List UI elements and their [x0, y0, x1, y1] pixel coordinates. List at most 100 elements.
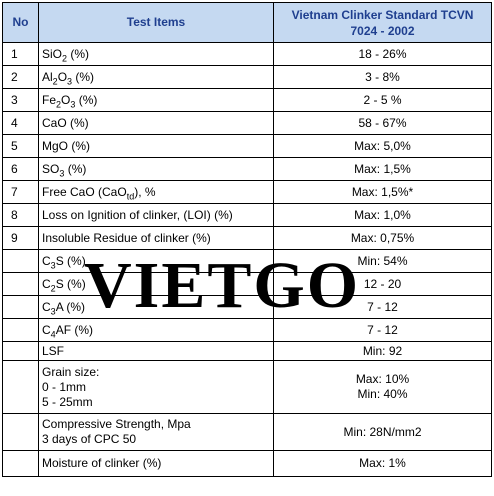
row-number — [2, 295, 39, 319]
formula-subscript: 3 — [70, 98, 76, 109]
row-item: MgO (%) — [38, 134, 274, 158]
row-number: 6 — [2, 157, 39, 181]
formula-subscript: 4 — [50, 328, 56, 339]
row-value: Min: 28N/mm2 — [273, 413, 492, 451]
row-value-text: Min: 92 — [362, 343, 403, 358]
formula-subscript: 2 — [50, 282, 56, 293]
table-row: 8 Loss on Ignition of clinker, (LOI) (%) M… — [2, 203, 492, 227]
row-item: Loss on Ignition of clinker, (LOI) (%) — [38, 203, 274, 227]
row-value: 58 - 67% — [273, 111, 492, 135]
row-item-text: Insoluble Residue of clinker (%) — [42, 230, 211, 245]
row-item-text: (%) — [64, 161, 87, 176]
row-item: SiO2 (%) — [38, 42, 274, 66]
row-value: Max: 1,5%* — [273, 180, 492, 204]
row-value-text: Max: 1,0% — [354, 207, 411, 222]
row-item: Moisture of clinker (%) — [38, 450, 274, 477]
row-value-text: 2 - 5 % — [363, 92, 402, 107]
row-number-text: 4 — [11, 115, 18, 130]
compressive-line2: 3 days of CPC 50 — [42, 432, 137, 446]
row-value-text: Max: 5,0% — [354, 138, 411, 153]
grain-label: Grain size: — [42, 364, 100, 379]
row-number-text: 8 — [11, 207, 18, 222]
grain-range-2: 5 - 25mm — [42, 394, 93, 409]
row-value-text: 18 - 26% — [358, 46, 407, 61]
row-item-text: SiO — [42, 46, 63, 61]
row-value: 3 - 8% — [273, 65, 492, 89]
row-number — [2, 413, 39, 451]
formula-subscript: 3 — [50, 259, 56, 270]
table-row: C2S (%) 12 - 20 — [2, 272, 492, 296]
row-value: Max: 5,0% — [273, 134, 492, 158]
row-number-text: 6 — [11, 161, 18, 176]
table-row: 4 CaO (%) 58 - 67% — [2, 111, 492, 135]
row-number — [2, 249, 39, 273]
table-row: 3 Fe2O3 (%) 2 - 5 % — [2, 88, 492, 112]
row-value: Max: 1% — [273, 450, 492, 477]
row-value: Min: 54% — [273, 249, 492, 273]
formula-subscript: 3 — [67, 75, 73, 86]
row-item: Fe2O3 (%) — [38, 88, 274, 112]
row-item-text: MgO (%) — [42, 138, 90, 153]
formula-subscript: 3 — [59, 167, 65, 178]
row-item-text: C — [42, 299, 51, 314]
row-value: Max: 1,0% — [273, 203, 492, 227]
table-row: 5 MgO (%) Max: 5,0% — [2, 134, 492, 158]
row-item: C3A (%) — [38, 295, 274, 319]
row-number: 9 — [2, 226, 39, 250]
row-item-text: A (%) — [55, 299, 86, 314]
row-value: 7 - 12 — [273, 295, 492, 319]
table-row-grain-size: Grain size: 0 - 1mm 5 - 25mm Max: 10% Mi… — [2, 360, 492, 414]
clinker-spec-table: No Test Items Vietnam Clinker Standard T… — [2, 2, 492, 477]
row-item-text: C — [42, 322, 51, 337]
row-item: Free CaO (CaOtd), % — [38, 180, 274, 204]
row-item-text: C — [42, 253, 51, 268]
row-value: 2 - 5 % — [273, 88, 492, 112]
row-value-text: 7 - 12 — [367, 299, 398, 314]
header-standard-line2: 7024 - 2002 — [350, 23, 415, 38]
grain-value-1: Max: 10% — [355, 372, 410, 386]
row-number: 1 — [2, 42, 39, 66]
row-number — [2, 318, 39, 342]
row-number — [2, 272, 39, 296]
formula-subscript: 2 — [56, 98, 62, 109]
row-value: Min: 92 — [273, 341, 492, 361]
row-number: 8 — [2, 203, 39, 227]
row-item: C4AF (%) — [38, 318, 274, 342]
row-number: 5 — [2, 134, 39, 158]
row-item-text: ), % — [134, 184, 156, 199]
row-value: 7 - 12 — [273, 318, 492, 342]
row-number-text: 5 — [11, 138, 18, 153]
header-no: No — [2, 2, 39, 43]
row-item-text: (%) — [67, 46, 90, 61]
row-item: LSF — [38, 341, 274, 361]
row-item: Al2O3 (%) — [38, 65, 274, 89]
row-value-text: 7 - 12 — [367, 322, 398, 337]
row-item-text: Fe — [42, 92, 57, 107]
header-standard: Vietnam Clinker Standard TCVN 7024 - 200… — [273, 2, 492, 43]
row-number — [2, 450, 39, 477]
row-number — [2, 360, 39, 414]
row-item-text: SO — [42, 161, 60, 176]
row-item-text: C — [42, 276, 51, 291]
formula-subscript: 3 — [50, 305, 56, 316]
row-number-text: 7 — [11, 184, 18, 199]
row-value-text: Max: 1,5%* — [351, 184, 414, 199]
row-item-text: CaO (%) — [42, 115, 89, 130]
row-item-text: O — [57, 69, 68, 84]
row-item-text: S (%) — [55, 276, 86, 291]
row-value-text: 58 - 67% — [358, 115, 407, 130]
row-item: C3S (%) — [38, 249, 274, 273]
row-value: Max: 10% Min: 40% — [273, 360, 492, 414]
row-item-text: (%) — [75, 92, 98, 107]
row-value-text: Max: 0,75% — [350, 230, 415, 245]
row-item: Grain size: 0 - 1mm 5 - 25mm — [38, 360, 274, 414]
row-value: 12 - 20 — [273, 272, 492, 296]
table-row: 6 SO3 (%) Max: 1,5% — [2, 157, 492, 181]
row-number-text: 2 — [11, 69, 18, 84]
row-number: 4 — [2, 111, 39, 135]
row-number: 7 — [2, 180, 39, 204]
row-item: Compressive Strength, Mpa 3 days of CPC … — [38, 413, 274, 451]
row-item: C2S (%) — [38, 272, 274, 296]
compressive-line1: Compressive Strength, Mpa — [42, 417, 191, 431]
row-value: Max: 1,5% — [273, 157, 492, 181]
